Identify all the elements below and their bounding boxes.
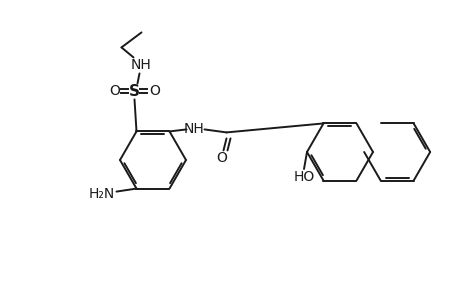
Text: HO: HO <box>293 170 314 184</box>
Text: O: O <box>149 84 160 98</box>
Text: S: S <box>129 84 140 99</box>
Text: NH: NH <box>184 122 204 136</box>
Text: NH: NH <box>131 58 151 72</box>
Text: H₂N: H₂N <box>88 187 114 201</box>
Text: O: O <box>109 84 120 98</box>
Text: O: O <box>216 152 226 165</box>
